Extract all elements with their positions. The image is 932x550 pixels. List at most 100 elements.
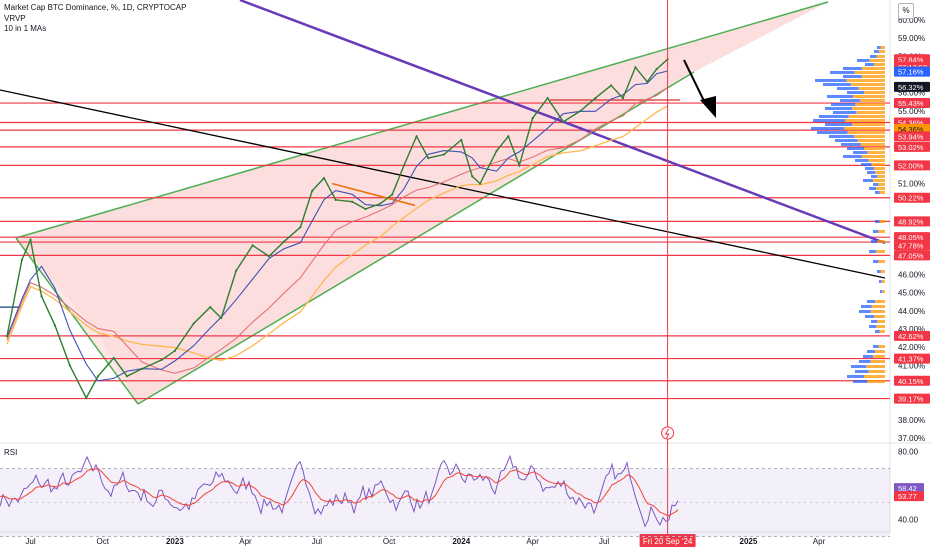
price-tag-bg-level_50	[894, 192, 930, 203]
price-point-29	[415, 135, 418, 138]
x-tick-label-0: Jul	[25, 537, 35, 546]
x-tick-label-4: Jul	[312, 537, 322, 546]
price-point-41	[579, 109, 582, 112]
vp-bar-blue-34	[873, 183, 879, 186]
price-point-44	[621, 97, 624, 100]
vp-bar-orange-4	[874, 63, 885, 66]
chart-legend: Market Cap BTC Dominance, %, 1D, CRYPTOC…	[4, 3, 186, 35]
vp-bar-orange-58	[864, 375, 885, 378]
price-point-11	[160, 358, 163, 361]
ma-blue	[6, 70, 668, 382]
price-tag-level_52: 52.00%	[898, 161, 924, 170]
rsi-ma-value-tag: 53.77	[898, 492, 917, 501]
wedge-lower-line	[137, 71, 695, 405]
vp-bar-blue-25	[847, 147, 865, 150]
price-point-36	[507, 135, 510, 138]
x-tick-label-5: Oct	[383, 537, 396, 546]
price-point-34	[478, 182, 482, 185]
vp-bar-orange-45	[875, 300, 885, 303]
price-tag-bg-level_48a	[894, 216, 930, 227]
price-tag-level_53a: 53.94%	[898, 132, 924, 141]
price-point-9	[125, 375, 129, 378]
chart-title: Market Cap BTC Dominance, %, 1D, CRYPTOC…	[4, 3, 187, 12]
vp-bar-orange-46	[871, 305, 885, 308]
price-tag-bg-level_41	[894, 353, 930, 364]
vp-bar-orange-30	[874, 167, 885, 170]
price-tag-bg-level_47a	[894, 240, 930, 251]
ma-orange	[6, 105, 668, 361]
price-point-19	[282, 240, 286, 243]
price-point-6	[85, 396, 88, 400]
y-tick-label-7: 45.00%	[898, 289, 925, 298]
vp-bar-orange-50	[876, 325, 885, 328]
vp-bar-blue-47	[859, 310, 871, 313]
vp-bar-orange-11	[864, 91, 885, 94]
vp-bar-orange-55	[870, 360, 885, 363]
vp-bar-blue-28	[855, 159, 869, 162]
vp-bar-orange-36	[879, 191, 885, 194]
y-tick-label-5: 51.00%	[898, 180, 925, 189]
price-point-7	[96, 375, 100, 378]
vp-bar-blue-16	[833, 111, 857, 114]
vp-bar-orange-6	[854, 71, 885, 74]
vp-bar-blue-30	[865, 167, 874, 170]
price-point-45	[634, 66, 637, 69]
vp-bar-blue-15	[825, 107, 852, 110]
price-point-46	[646, 80, 649, 83]
indicator-mas[interactable]: 10 in 1 MAs	[4, 24, 47, 33]
price-point-2	[29, 238, 32, 242]
vp-bar-orange-20	[844, 127, 885, 130]
vp-bar-orange-5	[861, 67, 885, 70]
vp-bar-orange-0	[880, 46, 885, 49]
vp-bar-orange-22	[854, 135, 885, 138]
x-tick-label-2: 2023	[166, 537, 184, 546]
vp-bar-orange-52	[878, 345, 885, 348]
vp-bar-blue-4	[865, 63, 874, 66]
price-point-17	[251, 244, 254, 247]
vp-bar-orange-21	[847, 131, 885, 134]
vp-bar-orange-54	[872, 355, 885, 358]
price-point-40	[562, 120, 565, 123]
price-point-3	[40, 295, 43, 298]
vp-bar-blue-45	[867, 300, 876, 303]
vp-bar-orange-34	[878, 183, 885, 186]
price-point-42	[594, 97, 597, 100]
vp-bar-blue-13	[840, 99, 861, 102]
vp-bar-blue-37	[875, 220, 880, 223]
percent-scale-button[interactable]: %	[898, 3, 914, 19]
price-point-30	[427, 157, 430, 160]
x-tick-label-8: Jul	[599, 537, 609, 546]
vp-bar-orange-12	[853, 95, 885, 98]
price-tag-bg-last	[894, 54, 930, 65]
flash-glyph	[664, 428, 670, 439]
y-tick-label-13: 37.00%	[898, 434, 925, 443]
price-tag-bg-level_47b	[894, 250, 930, 261]
vp-bar-blue-22	[829, 135, 855, 138]
vp-bar-blue-55	[859, 360, 871, 363]
vp-bar-blue-41	[873, 260, 879, 263]
vp-bar-orange-39	[877, 240, 885, 243]
price-point-26	[379, 202, 382, 205]
price-point-0	[5, 335, 9, 338]
price-tag-bg-level_40	[894, 375, 930, 386]
vp-bar-orange-28	[868, 159, 885, 162]
x-tick-label-3: Apr	[239, 537, 252, 546]
price-point-39	[546, 97, 549, 100]
indicator-vrvp[interactable]: VRVP	[4, 13, 26, 23]
vp-bar-orange-44	[882, 290, 885, 293]
price-point-25	[364, 207, 367, 211]
vp-bar-orange-1	[878, 50, 885, 53]
vp-bar-blue-43	[879, 280, 882, 283]
price-tag-bg-level_53a	[894, 131, 930, 142]
vp-bar-blue-24	[841, 143, 861, 146]
vp-bar-orange-42	[880, 270, 885, 273]
price-tag-level_50: 50.22%	[898, 194, 924, 203]
price-tag-level_48a: 48.92%	[898, 217, 924, 226]
vp-bar-orange-14	[855, 103, 885, 106]
y-tick-label-8: 44.00%	[898, 307, 925, 316]
price-tag-level_54a: 54.36%	[898, 119, 924, 128]
vp-bar-blue-12	[827, 95, 854, 98]
vp-bar-orange-2	[876, 55, 885, 58]
